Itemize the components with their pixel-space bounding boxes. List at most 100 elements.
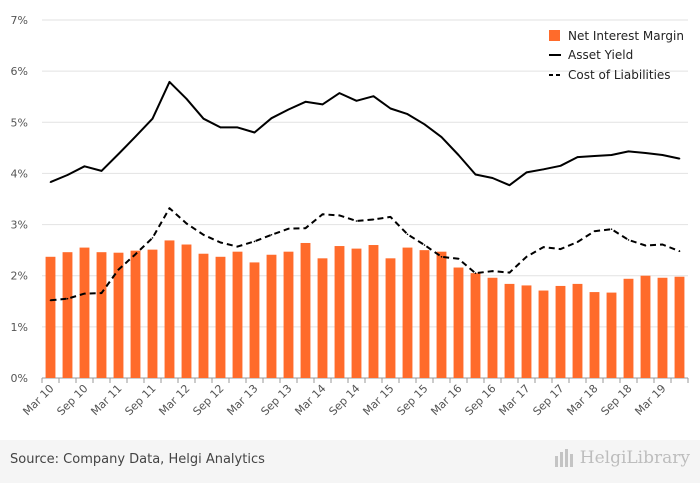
bar-jun-19	[674, 276, 685, 378]
bar-dec-15	[436, 251, 447, 378]
point-asset-yield	[644, 152, 647, 154]
point-asset-yield	[559, 164, 562, 167]
point-asset-yield	[525, 171, 528, 174]
line-series	[49, 80, 681, 302]
bar-mar-13	[249, 262, 260, 378]
x-tick-label: Sep 10	[54, 382, 90, 418]
point-asset-yield	[423, 123, 426, 126]
source-note: Source: Company Data, Helgi Analytics	[10, 452, 265, 467]
bar-mar-11	[113, 252, 124, 378]
bar-sep-10	[79, 247, 90, 378]
x-tick-label: Mar 11	[88, 382, 124, 418]
y-tick-label: 3%	[11, 219, 28, 232]
point-cost-of-liabilities	[491, 270, 494, 272]
point-asset-yield	[185, 97, 188, 100]
y-tick-label: 6%	[11, 65, 28, 78]
point-cost-of-liabilities	[423, 244, 426, 246]
bar-mar-12	[181, 244, 192, 378]
y-tick-label: 5%	[11, 116, 28, 129]
bar-sep-14	[351, 248, 362, 378]
point-asset-yield	[474, 173, 477, 176]
bar-sep-13	[283, 251, 294, 378]
x-tick-label: Mar 12	[156, 382, 192, 418]
helgi-library-logo: HelgiLibrary	[554, 448, 690, 468]
point-cost-of-liabilities	[219, 241, 222, 244]
point-asset-yield	[236, 126, 239, 129]
point-asset-yield	[134, 135, 137, 138]
point-asset-yield	[355, 100, 358, 102]
point-cost-of-liabilities	[168, 207, 171, 210]
point-cost-of-liabilities	[355, 220, 358, 222]
bar-series-net-interest-margin	[45, 240, 685, 378]
point-cost-of-liabilities	[253, 240, 256, 243]
point-asset-yield	[508, 184, 511, 186]
bar-sep-16	[487, 277, 498, 378]
legend-label-asset-yield: Asset Yield	[568, 48, 633, 62]
logo-text: HelgiLibrary	[579, 448, 690, 468]
legend: Net Interest Margin Asset Yield Cost of …	[549, 29, 684, 82]
point-cost-of-liabilities	[440, 255, 443, 258]
bar-jun-13	[266, 254, 277, 378]
point-asset-yield	[372, 95, 375, 98]
x-tick-label: Mar 17	[496, 382, 532, 418]
point-asset-yield	[406, 113, 409, 115]
y-tick-label: 1%	[11, 321, 28, 334]
bar-dec-13	[300, 242, 311, 378]
point-cost-of-liabilities	[542, 246, 545, 248]
point-cost-of-liabilities	[134, 253, 137, 256]
point-cost-of-liabilities	[627, 239, 630, 241]
point-cost-of-liabilities	[304, 227, 307, 229]
bar-jun-18	[606, 292, 617, 378]
point-asset-yield	[627, 150, 630, 153]
point-asset-yield	[49, 181, 52, 183]
x-tick-label: Mar 16	[428, 382, 464, 418]
bar-mar-15	[385, 258, 396, 378]
point-cost-of-liabilities	[457, 258, 460, 260]
legend-label-cost-of-liabilities: Cost of Liabilities	[568, 68, 671, 82]
bar-sep-17	[555, 285, 566, 378]
bar-sep-11	[147, 249, 158, 378]
footer: Source: Company Data, Helgi Analytics He…	[0, 440, 700, 483]
point-cost-of-liabilities	[270, 234, 273, 236]
point-cost-of-liabilities	[593, 230, 596, 233]
point-asset-yield	[117, 153, 120, 155]
point-asset-yield	[253, 131, 256, 134]
x-tick-label: Sep 17	[530, 382, 566, 418]
point-asset-yield	[661, 154, 664, 156]
point-cost-of-liabilities	[576, 241, 579, 243]
x-tick-label: Sep 18	[598, 382, 634, 418]
point-asset-yield	[202, 117, 205, 120]
x-tick-label: Mar 14	[292, 382, 328, 418]
x-tick-label: Sep 11	[122, 382, 158, 418]
point-cost-of-liabilities	[236, 245, 239, 248]
point-cost-of-liabilities	[525, 255, 528, 258]
point-cost-of-liabilities	[321, 213, 324, 216]
y-tick-label: 2%	[11, 270, 28, 283]
point-cost-of-liabilities	[389, 216, 392, 218]
point-cost-of-liabilities	[508, 271, 511, 274]
bar-dec-16	[504, 283, 515, 378]
bar-mar-14	[317, 258, 328, 378]
bar-dec-17	[572, 283, 583, 378]
y-tick-label: 0%	[11, 372, 28, 385]
point-asset-yield	[440, 136, 443, 138]
x-tick-label: Sep 13	[258, 382, 294, 418]
y-tick-label: 7%	[11, 14, 28, 27]
library-logo-icon	[554, 449, 573, 467]
point-cost-of-liabilities	[474, 272, 477, 274]
point-asset-yield	[66, 174, 69, 176]
point-cost-of-liabilities	[372, 218, 375, 221]
bar-dec-18	[640, 275, 651, 378]
point-asset-yield	[678, 157, 681, 160]
x-tick-label: Sep 14	[326, 382, 362, 418]
point-cost-of-liabilities	[202, 234, 205, 236]
legend-swatch-net-interest-margin	[549, 30, 560, 41]
point-cost-of-liabilities	[406, 233, 409, 236]
line-asset-yield	[50, 80, 680, 187]
point-asset-yield	[287, 108, 290, 111]
point-cost-of-liabilities	[338, 214, 341, 217]
point-asset-yield	[270, 117, 273, 119]
point-asset-yield	[304, 101, 307, 103]
